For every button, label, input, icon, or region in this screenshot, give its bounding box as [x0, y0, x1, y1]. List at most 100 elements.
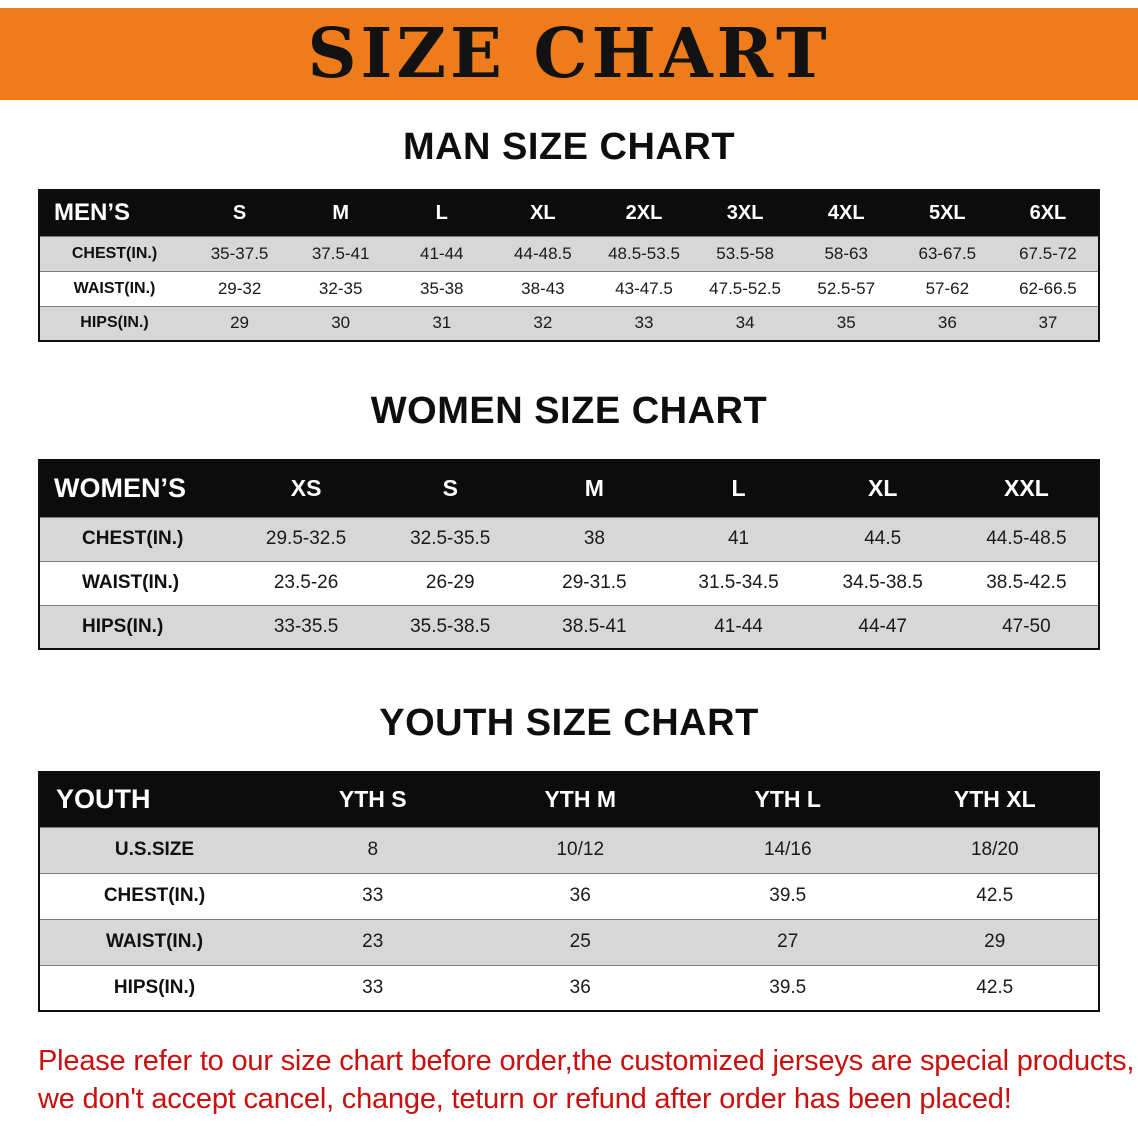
size-value-cell: 47.5-52.5 [709, 278, 782, 298]
size-column-header: XS [290, 475, 322, 502]
row-label: U.S.SIZE [114, 839, 195, 860]
measurement-row: CHEST(IN.) 33 36 39.5 42.5 [39, 873, 1099, 919]
size-value-cell: 38.5-41 [562, 615, 627, 637]
table-title-cell: MEN’S [54, 199, 131, 227]
size-value-cell: 29 [984, 931, 1006, 952]
size-value-cell: 36 [937, 313, 957, 333]
size-value-cell: 29-32 [217, 278, 262, 298]
size-value-cell: 33-35.5 [273, 615, 339, 637]
size-column-header: 2XL [625, 201, 663, 224]
measurement-row: WAIST(IN.) 23 25 27 29 [39, 919, 1099, 965]
size-value-cell: 38-43 [521, 278, 565, 298]
women-size-table: WOMEN’S XS S M L XL XXL CHEST(IN.) 29.5-32.5 32.5… [38, 459, 1100, 650]
size-value-cell: 62-66.5 [1019, 278, 1077, 298]
size-value-cell: 23.5-26 [273, 572, 339, 593]
size-value-cell: 25 [569, 931, 591, 952]
size-value-cell: 63-67.5 [918, 243, 977, 263]
size-value-cell: 36 [569, 885, 591, 906]
size-value-cell: 30 [331, 313, 351, 333]
measurement-row: CHEST(IN.) 35-37.5 37.5-41 41-44 44-48.5 48.5… [39, 236, 1099, 271]
size-value-cell: 23 [362, 931, 384, 952]
size-value-cell: 32-35 [318, 278, 363, 298]
size-value-cell: 34 [735, 313, 755, 333]
size-column-header: YTH S [338, 786, 407, 813]
measurement-row: HIPS(IN.) 29 30 31 32 33 34 35 36 37 [39, 306, 1099, 341]
row-label: HIPS(IN.) [82, 615, 164, 637]
size-value-cell: 53.5-58 [716, 243, 774, 263]
measurement-row: WAIST(IN.) 23.5-26 26-29 29-31.5 31.5-34.5 34… [39, 561, 1099, 605]
table-title-cell: YOUTH [56, 784, 151, 815]
row-label: HIPS(IN.) [113, 976, 196, 998]
size-value-cell: 39.5 [769, 976, 807, 998]
size-column-header: L [435, 201, 448, 224]
size-value-cell: 29-31.5 [562, 572, 627, 593]
size-value-cell: 18/20 [970, 839, 1019, 860]
measurement-row: U.S.SIZE 8 10/12 14/16 18/20 [39, 827, 1099, 873]
size-value-cell: 41-44 [420, 243, 464, 263]
size-value-cell: 14/16 [763, 839, 812, 860]
men-size-table: MEN’S S M L XL 2XL 3XL 4XL 5XL 6XL CHEST(IN.) 35-37… [38, 189, 1100, 342]
size-value-cell: 42.5 [976, 885, 1014, 906]
table-header-row: YOUTH YTH S YTH M YTH L YTH XL [39, 772, 1099, 827]
size-value-cell: 42.5 [976, 976, 1014, 998]
disclaimer-line-1: Please refer to our size chart before or… [38, 1045, 1135, 1077]
table-header-row: MEN’S S M L XL 2XL 3XL 4XL 5XL 6XL [39, 190, 1099, 236]
size-value-cell: 35-38 [420, 278, 464, 298]
disclaimer-line-2: we don't accept cancel, change, teturn o… [38, 1083, 1012, 1116]
row-label: WAIST(IN.) [73, 279, 156, 297]
measurement-row: CHEST(IN.) 29.5-32.5 32.5-35.5 38 41 44.5 44.5… [39, 517, 1099, 561]
size-value-cell: 44-47 [858, 615, 907, 637]
youth-section: YOUTH SIZE CHART YOUTH YTH S YTH M YTH L YTH… [0, 702, 1138, 1012]
size-value-cell: 8 [367, 839, 379, 860]
size-value-cell: 35-37.5 [210, 243, 269, 263]
size-value-cell: 31.5-34.5 [698, 572, 779, 593]
size-value-cell: 29.5-32.5 [265, 528, 347, 549]
disclaimer: Please refer to our size chart before or… [38, 1042, 1135, 1119]
measurement-row: HIPS(IN.) 33 36 39.5 42.5 [39, 965, 1099, 1011]
size-value-cell: 35 [836, 313, 856, 333]
size-value-cell: 48.5-53.5 [608, 243, 680, 263]
size-column-header: YTH M [544, 786, 617, 813]
size-column-header: XXL [1004, 475, 1049, 502]
row-label: WAIST(IN.) [82, 572, 180, 593]
size-column-header: YTH XL [953, 786, 1036, 813]
size-value-cell: 33 [634, 313, 654, 333]
size-column-header: XL [868, 475, 898, 502]
row-label: HIPS(IN.) [80, 314, 149, 332]
size-value-cell: 27 [777, 931, 799, 952]
size-value-cell: 38 [583, 528, 605, 549]
size-value-cell: 32.5-35.5 [410, 528, 491, 549]
table-title-cell: WOMEN’S [54, 473, 186, 504]
women-section: WOMEN SIZE CHART WOMEN’S XS S M L XL XXL CHEST(… [0, 390, 1138, 650]
row-label: CHEST(IN.) [82, 528, 184, 549]
size-column-header: L [731, 475, 746, 502]
measurement-row: WAIST(IN.) 29-32 32-35 35-38 38-43 43-47.5 47.… [39, 271, 1099, 306]
size-value-cell: 52.5-57 [817, 278, 876, 298]
size-value-cell: 35.5-38.5 [410, 615, 491, 637]
size-value-cell: 31 [432, 313, 452, 333]
size-column-header: M [332, 201, 349, 224]
table-header-row: WOMEN’S XS S M L XL XXL [39, 460, 1099, 517]
size-value-cell: 39.5 [769, 885, 807, 906]
size-column-header: 3XL [726, 201, 764, 224]
size-column-header: 6XL [1029, 201, 1067, 224]
size-column-header: YTH L [754, 786, 821, 813]
size-value-cell: 44.5 [864, 528, 902, 549]
youth-size-table: YOUTH YTH S YTH M YTH L YTH XL U.S.SIZE 8 10/12… [38, 771, 1100, 1012]
size-column-header: XL [530, 201, 556, 224]
youth-section-heading: YOUTH SIZE CHART [379, 702, 759, 744]
size-column-header: 5XL [928, 201, 966, 224]
size-value-cell: 44.5-48.5 [986, 528, 1067, 549]
size-value-cell: 37 [1038, 313, 1058, 333]
size-value-cell: 47-50 [1002, 615, 1051, 637]
row-label: CHEST(IN.) [103, 885, 206, 906]
size-value-cell: 44-48.5 [514, 243, 572, 263]
size-value-cell: 58-63 [824, 243, 868, 263]
size-value-cell: 37.5-41 [311, 243, 370, 263]
size-value-cell: 33 [362, 976, 384, 998]
size-value-cell: 32 [533, 313, 553, 333]
measurement-row: HIPS(IN.) 33-35.5 35.5-38.5 38.5-41 41-44 44-… [39, 605, 1099, 649]
size-column-header: M [584, 475, 604, 502]
size-value-cell: 43-47.5 [615, 278, 673, 298]
